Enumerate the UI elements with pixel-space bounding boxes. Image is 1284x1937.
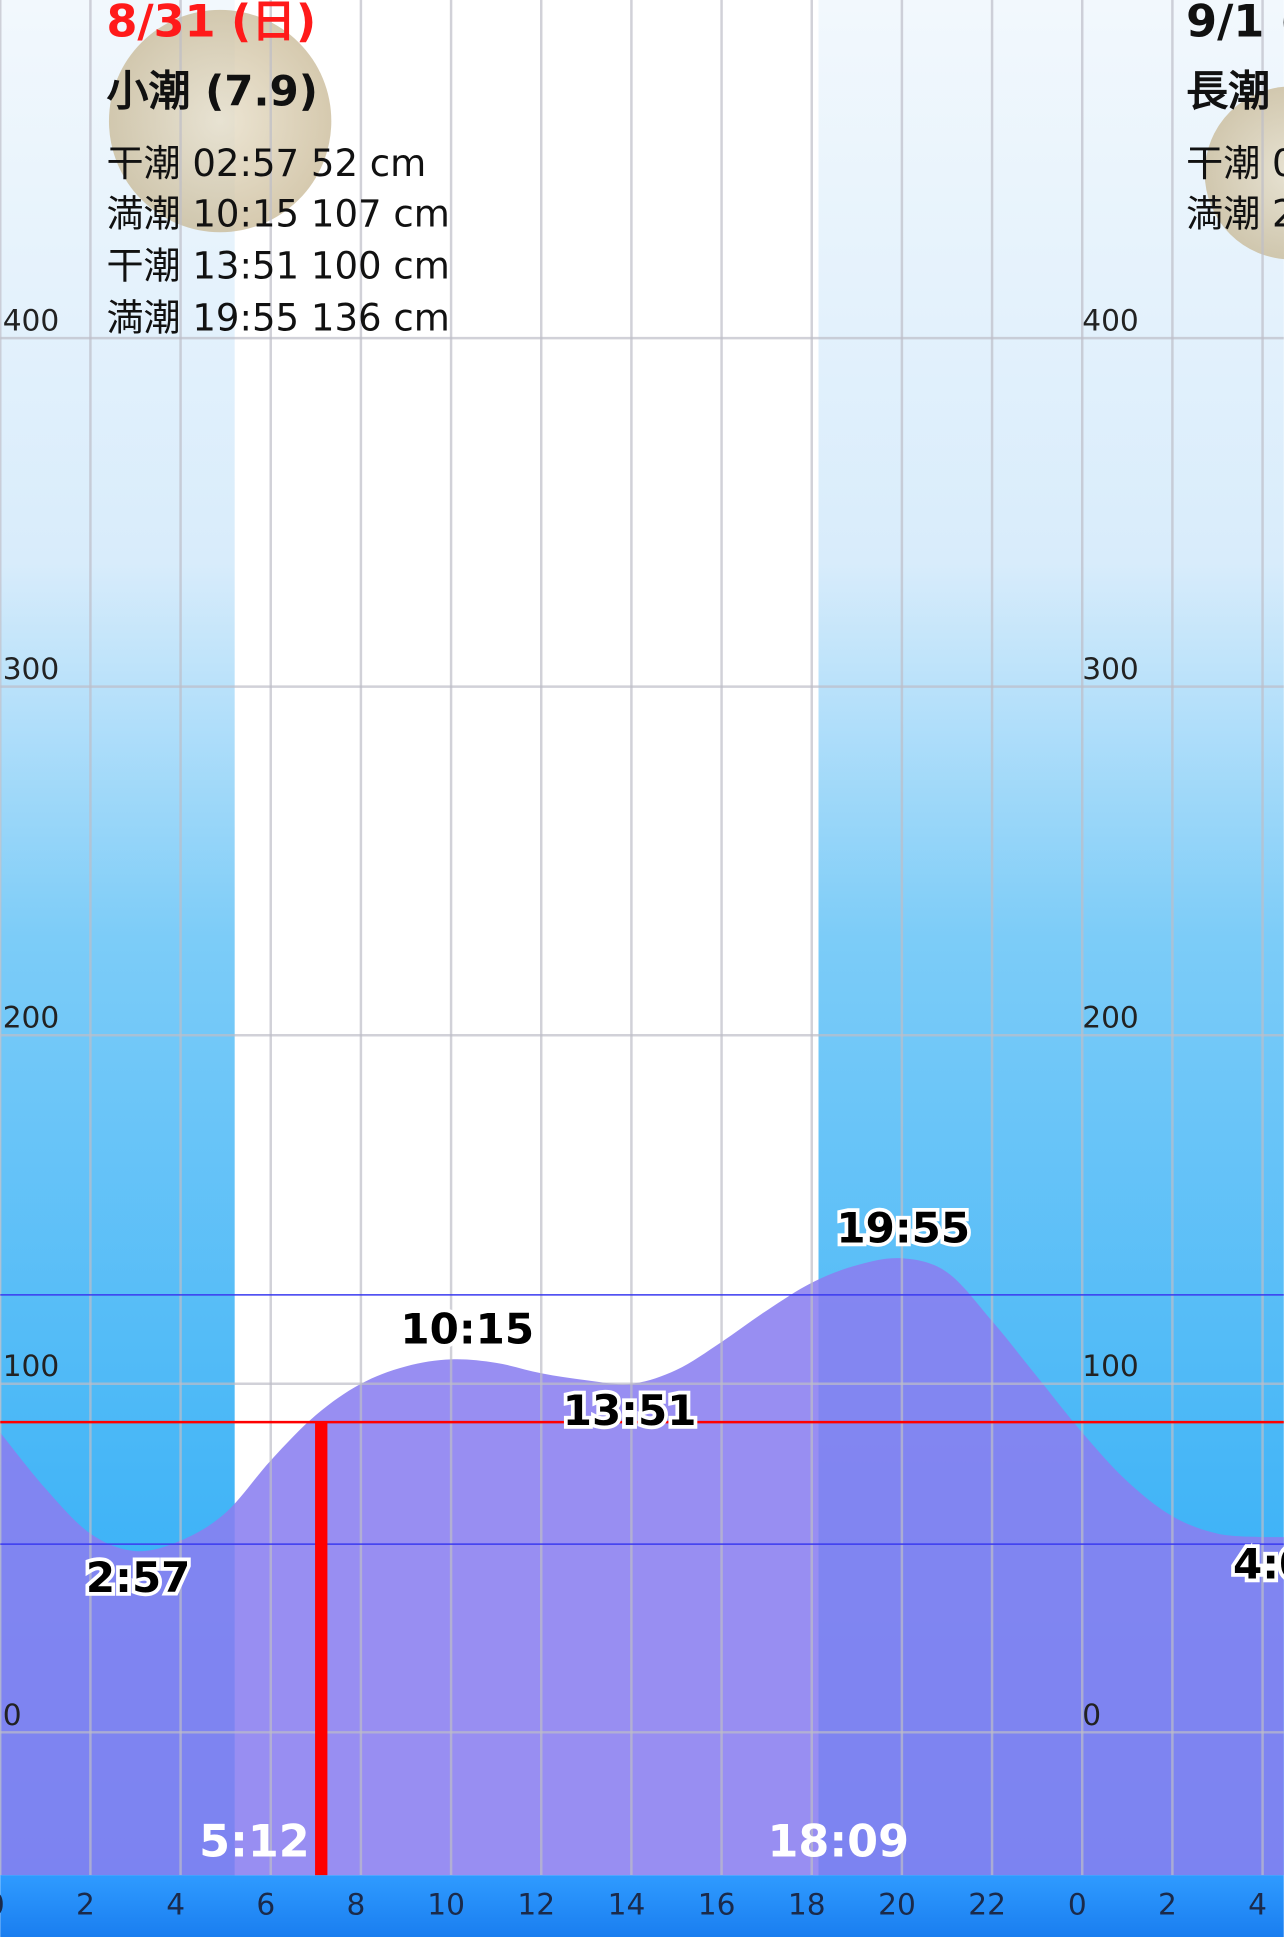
sunset-label: 18:09 <box>767 1816 909 1867</box>
date: 8/31 (日) <box>106 0 316 48</box>
x-tick-label: 0 <box>1068 1887 1087 1922</box>
x-tick-label: 0 <box>0 1887 5 1922</box>
tide-row: 満潮 19:55 136 cm <box>106 296 449 339</box>
extremum-label: 4:0 <box>1233 1539 1284 1588</box>
x-axis-bar <box>0 1875 1284 1937</box>
moon <box>108 9 332 233</box>
tide-name: 長潮 <box>1186 66 1270 115</box>
tide-row: 満潮 10:15 107 cm <box>106 193 449 236</box>
x-tick-label: 8 <box>347 1887 366 1922</box>
x-tick-label: 2 <box>76 1887 95 1922</box>
y-tick-label: 400 <box>3 303 60 338</box>
date: 9/1 ( <box>1186 0 1284 48</box>
extremum-label: 19:55 <box>836 1204 970 1253</box>
tide-name: 小潮 (7.9) <box>106 66 317 115</box>
y-tick-label: 200 <box>1082 1000 1139 1035</box>
x-tick-label: 20 <box>878 1887 916 1922</box>
x-tick-label: 4 <box>1248 1887 1267 1922</box>
y-tick-label: 100 <box>1082 1348 1139 1383</box>
x-tick-label: 6 <box>256 1887 275 1922</box>
x-tick-label: 14 <box>608 1887 646 1922</box>
y-tick-label: 100 <box>3 1348 60 1383</box>
tide-row: 干潮 13:51 100 cm <box>106 245 449 288</box>
y-tick-label: 300 <box>3 651 60 686</box>
y-tick-label: 400 <box>1082 303 1139 338</box>
moon <box>1204 86 1284 260</box>
x-tick-label: 18 <box>788 1887 826 1922</box>
x-tick-label: 22 <box>968 1887 1006 1922</box>
extremum-label: 10:15 <box>400 1305 534 1354</box>
extremum-label: 2:57 <box>86 1553 190 1602</box>
x-tick-label: 4 <box>166 1887 185 1922</box>
x-tick-label: 12 <box>517 1887 555 1922</box>
y-tick-label: 0 <box>1082 1697 1101 1732</box>
y-tick-label: 300 <box>1082 651 1139 686</box>
tide-row: 満潮 2 <box>1186 193 1284 236</box>
tide-row: 干潮 02:57 52 cm <box>106 142 426 185</box>
tide-row: 干潮 0 <box>1186 142 1284 185</box>
sunrise-label: 5:12 <box>199 1816 310 1867</box>
y-tick-label: 200 <box>3 1000 60 1035</box>
extremum-label: 13:51 <box>563 1386 697 1435</box>
x-tick-label: 2 <box>1158 1887 1177 1922</box>
y-tick-label: 0 <box>3 1697 22 1732</box>
x-tick-label: 16 <box>698 1887 736 1922</box>
x-tick-label: 10 <box>427 1887 465 1922</box>
